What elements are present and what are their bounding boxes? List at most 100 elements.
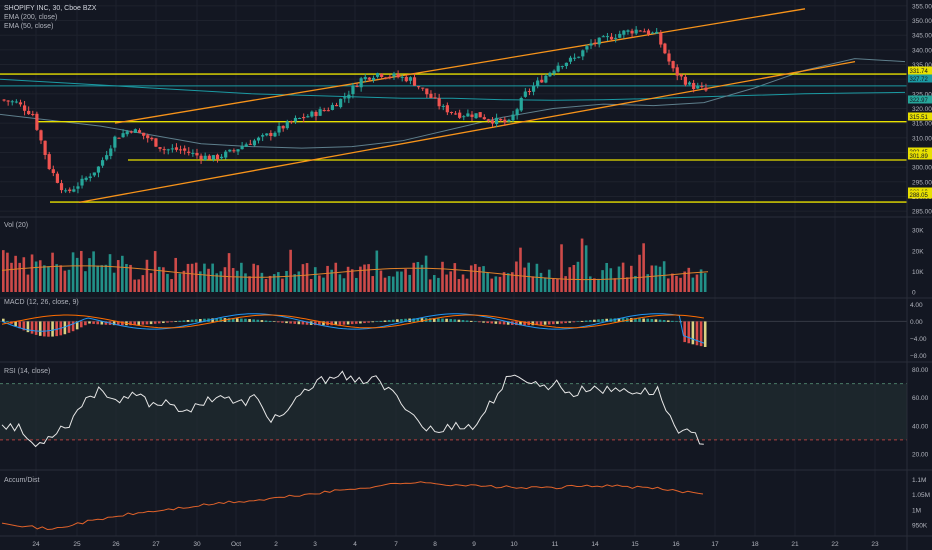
volume-bar (313, 267, 317, 292)
candle-body (552, 70, 556, 74)
candle-body (10, 101, 14, 103)
volume-bar (346, 266, 350, 292)
macd-hist-bar (379, 320, 383, 322)
volume-bar (375, 250, 379, 292)
volume-bar (47, 266, 50, 292)
volume-bar (547, 269, 551, 292)
macd-hist-bar (330, 321, 333, 326)
macd-hist-bar (671, 320, 674, 322)
macd-hist-bar (346, 321, 350, 325)
volume-bar (104, 264, 108, 292)
macd-hist-bar (178, 320, 182, 322)
candle-body (392, 73, 396, 77)
volume-bar (490, 278, 494, 292)
macd-hist-bar (88, 321, 91, 324)
macd-hist-bar (699, 321, 703, 347)
volume-bar (355, 277, 358, 292)
candle-body (679, 74, 683, 77)
chart-title: SHOPIFY INC, 30, Cboe BZX (4, 5, 97, 12)
volume-bar (133, 279, 136, 292)
trend-channel[interactable] (78, 8, 856, 203)
volume-bar (650, 265, 654, 292)
macd-hist-bar (630, 318, 633, 322)
volume-bar (662, 261, 666, 292)
macd-hist-bar (174, 321, 177, 322)
x-axis-label: 3 (313, 541, 317, 548)
candle-body (347, 94, 351, 99)
macd-hist-bar (38, 321, 42, 336)
volume-bar (572, 264, 576, 292)
candle-body (244, 144, 248, 147)
ema200-line (0, 78, 906, 101)
candle-body (474, 113, 478, 119)
volume-bar (38, 260, 42, 292)
macd-hist-bar (383, 320, 387, 322)
macd-hist-bar (428, 318, 432, 322)
candle-body (59, 183, 64, 191)
price-axis-label: 315.00 (912, 121, 932, 128)
volume-bar (145, 259, 149, 292)
macd-hist-bar (523, 321, 526, 326)
price-tag-bg (908, 151, 932, 160)
volume-bar (683, 271, 686, 292)
macd-hist-bar (580, 320, 584, 322)
volume-bar (461, 274, 465, 292)
macd-hist-bar (363, 321, 366, 324)
candle-body (39, 130, 43, 141)
candle-body (72, 189, 76, 192)
candle-body (35, 113, 39, 130)
price-tags: 331.74327.72322.97315.51302.45301.89288.… (908, 66, 932, 199)
macd-hist-bar (584, 320, 588, 322)
volume-bar (322, 277, 325, 292)
macd-hist-bar (112, 321, 116, 326)
candle-body (22, 105, 27, 111)
candle-body (211, 155, 215, 160)
candle-body (76, 186, 80, 189)
macd-hist-bar (658, 319, 662, 322)
macd-hist-bar (182, 320, 186, 322)
rsi-pane (0, 370, 907, 448)
volume-bar (141, 275, 145, 292)
candle-body (2, 99, 6, 101)
candle-body (675, 67, 679, 76)
macd-hist-bar (474, 321, 477, 322)
horizontal-levels[interactable] (0, 73, 907, 203)
price-pane[interactable] (0, 8, 907, 203)
candle-body (408, 77, 413, 81)
macd-hist-bar (219, 318, 223, 322)
candle-body (663, 43, 667, 54)
volume-bar (223, 267, 227, 292)
macd-hist-bar (359, 321, 362, 324)
volume-bar (445, 274, 448, 292)
volume-bar (593, 278, 596, 292)
macd-hist-bar (560, 321, 563, 324)
macd-hist-bar (662, 320, 666, 322)
volume-bar (84, 271, 87, 292)
candle-body (252, 140, 257, 146)
candle-body (486, 119, 491, 121)
candle-body (585, 46, 589, 50)
macd-hist-bar (145, 321, 149, 325)
candle-body (400, 76, 404, 78)
volume-bar (359, 266, 362, 292)
macd-hist-bar (519, 321, 522, 326)
macd-hist-bar (96, 321, 100, 325)
volume-bar (318, 275, 321, 292)
macd-axis-label: 4.00 (910, 302, 923, 309)
macd-hist-bar (461, 320, 465, 322)
volume-bar (199, 271, 202, 292)
x-axis-label: 30 (193, 541, 201, 548)
macd-hist-bar (355, 321, 358, 324)
volume-bar (67, 269, 71, 292)
candle-body (642, 31, 646, 33)
candle-body (507, 119, 511, 122)
volume-bar (367, 264, 370, 292)
volume-bar (297, 271, 301, 292)
volume-bar (457, 279, 461, 292)
volume-bar (519, 247, 522, 292)
candle-body (326, 110, 330, 112)
volume-bar (211, 263, 214, 292)
ema50-line (0, 58, 906, 149)
volume-bar (137, 279, 141, 292)
